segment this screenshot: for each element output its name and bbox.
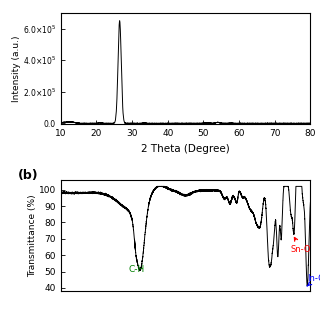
- Text: Sn-O: Sn-O: [291, 237, 311, 254]
- Text: (b): (b): [18, 169, 39, 182]
- Y-axis label: Transmittance (%): Transmittance (%): [28, 194, 37, 277]
- Text: In-O: In-O: [307, 274, 320, 286]
- X-axis label: 2 Theta (Degree): 2 Theta (Degree): [141, 144, 230, 154]
- Text: C-H: C-H: [129, 265, 145, 274]
- Y-axis label: Intensity (a.u.): Intensity (a.u.): [12, 35, 21, 102]
